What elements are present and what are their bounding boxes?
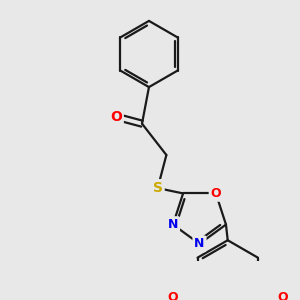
Text: O: O <box>211 187 221 200</box>
Text: O: O <box>110 110 122 124</box>
Text: O: O <box>277 291 288 300</box>
Text: N: N <box>168 218 178 231</box>
Text: N: N <box>194 237 205 250</box>
Text: O: O <box>168 291 178 300</box>
Text: S: S <box>153 181 163 195</box>
